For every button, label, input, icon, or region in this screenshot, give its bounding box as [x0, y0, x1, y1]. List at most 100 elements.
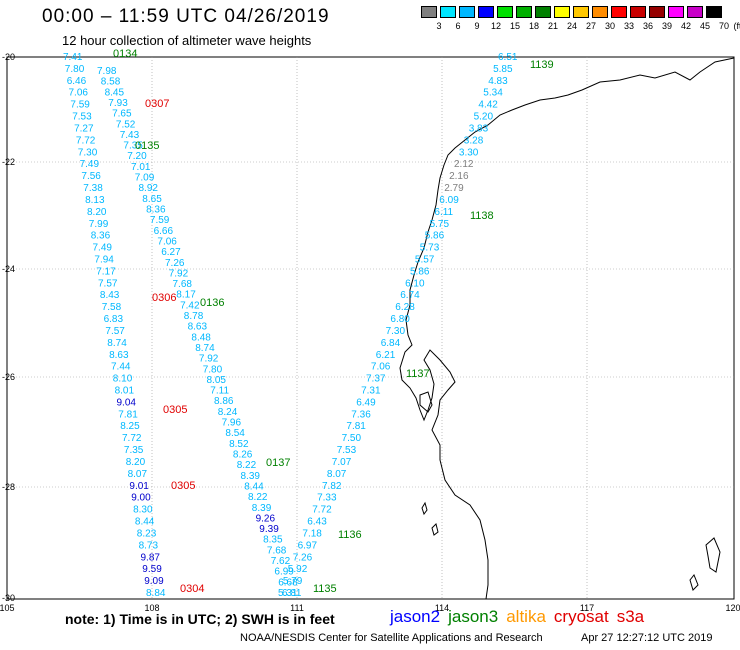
swh-value: 7.17 — [96, 266, 116, 277]
swh-value: 8.35 — [263, 535, 283, 546]
swh-value: 8.25 — [120, 421, 140, 432]
swh-value: 7.31 — [361, 386, 381, 397]
swh-value: 7.35 — [124, 445, 144, 456]
swh-value: 7.20 — [127, 151, 147, 162]
lat-tick-label: -22 — [2, 157, 15, 167]
swh-value: 6.51 — [498, 52, 518, 63]
swh-value: 6.21 — [376, 350, 396, 361]
lon-tick-label: 120 — [725, 603, 740, 613]
swh-value: 9.01 — [129, 481, 149, 492]
mission-s3a: s3a — [616, 607, 645, 626]
swh-value: 7.30 — [78, 147, 98, 158]
swh-value: 8.65 — [142, 194, 162, 205]
grid-lines — [7, 57, 734, 599]
swh-value: 7.92 — [169, 268, 189, 279]
island-coast — [419, 391, 433, 413]
swh-value: 8.20 — [126, 457, 146, 468]
swh-value: 7.72 — [76, 135, 96, 146]
swh-value: 7.43 — [120, 130, 140, 141]
lon-tick-label: 114 — [435, 603, 449, 613]
swh-value: 8.17 — [176, 290, 196, 301]
swh-value: 6.97 — [298, 540, 318, 551]
colorbar-label: 42 — [680, 21, 691, 31]
swh-value: 7.30 — [386, 326, 406, 337]
swh-value: 7.50 — [342, 433, 362, 444]
colorbar-label: 24 — [566, 21, 577, 31]
swh-value: 9.00 — [131, 493, 151, 504]
swh-value: 6.66 — [154, 226, 174, 237]
colorbar-label: 18 — [528, 21, 539, 31]
swh-value: 8.05 — [207, 375, 227, 386]
swh-value: 8.07 — [128, 469, 148, 480]
swh-value: 8.63 — [109, 350, 129, 361]
track-id-label: 1138 — [470, 210, 494, 222]
map-title: 00:00 – 11:59 UTC 04/26/2019 — [42, 6, 330, 27]
mission-legend: jason2 jason3 altika cryosat s3a — [390, 607, 652, 627]
swh-value: 5.86 — [410, 266, 430, 277]
swh-value: 7.81 — [346, 421, 366, 432]
track-id-label: 1137 — [406, 368, 430, 380]
swh-value: 7.53 — [337, 445, 357, 456]
track-id-label: 0137 — [266, 457, 290, 469]
swh-value: 7.98 — [97, 66, 117, 77]
colorbar-label: 3 — [436, 21, 442, 31]
swh-value: 8.43 — [100, 290, 120, 301]
swh-value: 5.57 — [415, 255, 435, 266]
colorbar-label: 9 — [474, 21, 480, 31]
swh-value: 8.36 — [146, 205, 166, 216]
colorbar-label: 6 — [455, 21, 461, 31]
map-frame — [6, 56, 735, 600]
swh-value: 2.12 — [454, 159, 474, 170]
swh-value: 7.80 — [203, 364, 223, 375]
colorbar-swatch — [440, 6, 456, 18]
track-id-label: 1139 — [530, 59, 554, 71]
track-ids: 0134 0307 0135 0306 0136 0305 0137 0305 1136 0304… — [113, 48, 554, 595]
swh-value: 8.22 — [237, 460, 257, 471]
swh-value: 8.39 — [241, 471, 261, 482]
swh-value: 8.26 — [233, 450, 253, 461]
swh-value: 7.42 — [180, 300, 200, 311]
swh-value: 7.58 — [102, 302, 122, 313]
lat-tick-label: -28 — [2, 482, 15, 492]
swh-value: 7.92 — [199, 354, 219, 365]
swh-value: 8.58 — [101, 77, 121, 88]
colorbar-swatch — [497, 6, 513, 18]
lat-tick-label: -26 — [2, 372, 15, 382]
colorbar-swatch — [592, 6, 608, 18]
swh-value: 3.28 — [464, 135, 484, 146]
swh-value: 8.73 — [139, 540, 159, 551]
swh-value: 7.59 — [150, 215, 170, 226]
swh-value: 7.56 — [81, 171, 101, 182]
swh-value: 7.33 — [317, 493, 337, 504]
swh-value: 7.99 — [89, 219, 109, 230]
lon-tick-label: 105 — [0, 603, 15, 613]
swh-value: 8.44 — [135, 517, 155, 528]
swh-value: 7.94 — [94, 255, 114, 266]
colorbar-swatch — [478, 6, 494, 18]
swh-value: 8.13 — [85, 195, 105, 206]
swh-value: 6.43 — [307, 517, 327, 528]
colorbar-label: 33 — [623, 21, 634, 31]
track-id-label: 0306 — [152, 292, 176, 304]
swh-value: 6.80 — [390, 314, 410, 325]
swh-value: 6.83 — [104, 314, 124, 325]
colorbar-label: 30 — [604, 21, 615, 31]
swh-value: 5.79 — [283, 576, 303, 587]
swh-value: 6.68 — [278, 577, 298, 588]
map-subtitle: 12 hour collection of altimeter wave hei… — [62, 33, 312, 48]
colorbar-swatch — [687, 6, 703, 18]
lon-tick-label: 117 — [580, 603, 594, 613]
swh-value: 3.83 — [469, 124, 489, 135]
swh-value: 7.65 — [112, 109, 132, 120]
swh-value: 8.84 — [146, 588, 166, 599]
swh-value: 7.35 — [123, 141, 143, 152]
swh-value: 7.68 — [173, 279, 193, 290]
swh-value: 7.49 — [93, 243, 113, 254]
swh-value: 9.09 — [144, 576, 164, 587]
swh-value: 6.09 — [439, 195, 459, 206]
swh-value: 6.49 — [356, 397, 376, 408]
mission-cryosat: cryosat — [553, 607, 609, 626]
track-id-label: 1136 — [338, 529, 362, 541]
colorbar-swatch — [535, 6, 551, 18]
